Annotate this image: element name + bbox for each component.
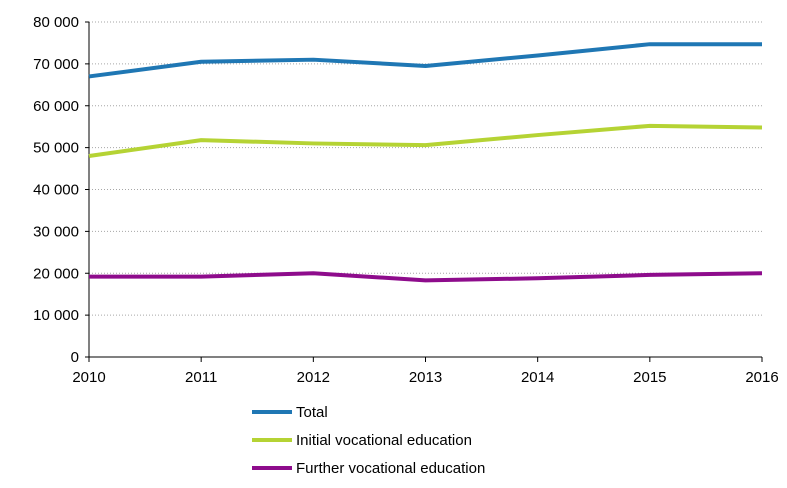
series-lines <box>88 42 763 283</box>
y-tick-label: 20 000 <box>33 265 79 282</box>
legend-item-total: Total <box>252 402 485 422</box>
y-tick-label: 40 000 <box>33 182 79 199</box>
y-tick-label: 60 000 <box>33 98 79 115</box>
x-tick-label: 2015 <box>633 369 666 386</box>
series-line-further <box>89 271 763 283</box>
axes <box>85 21 763 362</box>
y-tick-label: 10 000 <box>33 307 79 324</box>
legend-swatch-further <box>252 466 292 470</box>
legend-swatch-total <box>252 410 292 414</box>
y-tick-label: 70 000 <box>33 56 79 73</box>
x-tick-labels: 2010 2011 2012 2013 2014 2015 2016 <box>72 369 778 386</box>
series-line-total <box>88 42 762 79</box>
x-tick-label: 2014 <box>521 369 554 386</box>
gridlines <box>89 21 762 316</box>
legend-swatch-initial <box>252 438 292 442</box>
y-tick-label: 0 <box>71 349 79 366</box>
legend: Total Initial vocational education Furth… <box>252 402 485 486</box>
x-tick-label: 2012 <box>297 369 330 386</box>
legend-label-further: Further vocational education <box>296 459 486 477</box>
x-tick-label: 2010 <box>72 369 105 386</box>
y-tick-labels: 0 10 000 20 000 30 000 40 000 50 000 60 000 70 … <box>33 14 79 366</box>
legend-item-initial: Initial vocational education <box>252 430 485 450</box>
y-tick-label: 50 000 <box>33 140 79 157</box>
legend-label-initial: Initial vocational education <box>296 431 472 449</box>
y-tick-label: 30 000 <box>33 223 79 240</box>
x-tick-label: 2013 <box>409 369 442 386</box>
y-tick-label: 80 000 <box>33 14 79 31</box>
x-tick-label: 2011 <box>185 369 217 386</box>
series-line-initial <box>88 123 763 158</box>
legend-item-further: Further vocational education <box>252 458 485 478</box>
x-tick-label: 2016 <box>745 369 778 386</box>
legend-label-total: Total <box>296 403 328 421</box>
